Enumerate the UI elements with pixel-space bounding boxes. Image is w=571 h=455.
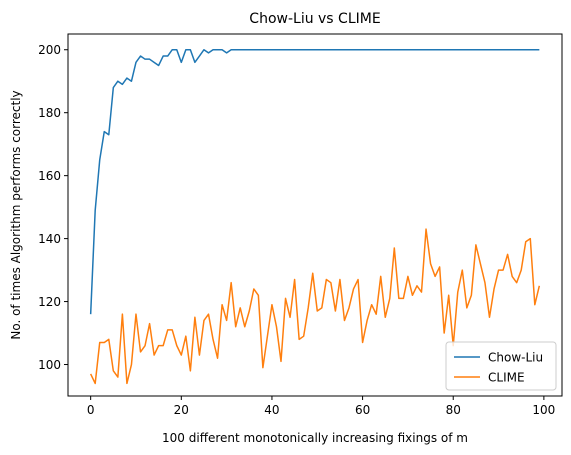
x-axis-ticks: 0 20 40 60 80 100 [87,396,555,417]
x-tick-label: 20 [174,403,189,417]
x-tick-label: 60 [355,403,370,417]
x-tick-label: 80 [446,403,461,417]
legend-box [445,341,557,391]
x-tick-label: 40 [264,403,279,417]
y-axis-label: No. of times Algorithm performs correctl… [9,90,23,339]
y-tick-label: 160 [38,169,61,183]
legend-label: Chow-Liu [488,351,543,365]
x-axis-label: 100 different monotonically increasing f… [162,431,468,445]
y-axis-ticks: 100 120 140 160 180 200 [38,43,68,372]
plot-frame [67,33,563,397]
y-tick-label: 140 [38,232,61,246]
chart-title: Chow-Liu vs CLIME [249,11,380,27]
y-tick-label: 120 [38,295,61,309]
x-tick-label: 0 [87,403,95,417]
series-line-chow-liu [89,48,540,315]
legend: Chow-Liu CLIME [445,341,557,391]
x-tick-label: 100 [532,403,555,417]
legend-label: CLIME [488,371,525,385]
y-tick-label: 200 [38,43,61,57]
series-layer [89,48,541,385]
y-tick-label: 180 [38,106,61,120]
series-line-clime [89,228,541,385]
y-tick-label: 100 [38,358,61,372]
